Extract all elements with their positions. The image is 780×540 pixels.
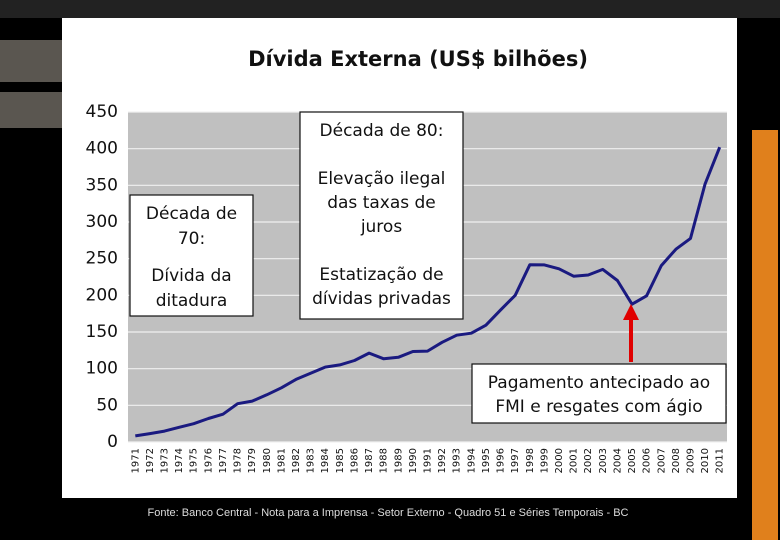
annotation-text: 70:	[178, 229, 205, 249]
x-tick-label: 2007	[656, 448, 667, 473]
y-tick-label: 250	[86, 249, 118, 269]
annotation-box	[129, 194, 254, 317]
x-tick-label: 1977	[218, 448, 229, 473]
x-tick-label: 2001	[569, 448, 580, 473]
x-tick-label: 1987	[364, 448, 375, 473]
x-tick-label: 1985	[335, 448, 346, 473]
x-tick-label: 1979	[247, 448, 258, 473]
x-tick-label: 1994	[466, 448, 477, 473]
y-tick-label: 300	[86, 212, 118, 232]
x-tick-label: 1993	[452, 448, 463, 473]
x-tick-label: 1995	[481, 448, 492, 473]
x-tick-label: 2010	[700, 448, 711, 473]
y-tick-label: 150	[86, 322, 118, 342]
left-block	[0, 92, 62, 128]
annotation-text: das taxas de	[327, 193, 436, 213]
annotation-text: Elevação ilegal	[318, 169, 446, 189]
x-tick-label: 1992	[437, 448, 448, 473]
annotation-box	[299, 111, 464, 320]
arrow-head	[623, 304, 639, 320]
x-tick-label: 1976	[203, 448, 214, 473]
x-tick-label: 2006	[642, 448, 653, 473]
x-tick-label: 1971	[130, 448, 141, 473]
data-line	[135, 146, 722, 438]
x-tick-label: 1983	[306, 448, 317, 473]
annotation-text: Década de 80:	[320, 121, 444, 141]
left-block	[0, 40, 62, 82]
annotation-text: Pagamento antecipado ao	[488, 373, 710, 393]
x-tick-label: 1998	[525, 448, 536, 473]
source-note: Fonte: Banco Central - Nota para a Impre…	[148, 507, 629, 519]
x-tick-label: 2002	[583, 448, 594, 473]
x-tick-label: 2003	[598, 448, 609, 473]
x-tick-label: 1984	[320, 448, 331, 473]
x-tick-label: 1997	[510, 448, 521, 473]
x-tick-label: 2004	[612, 448, 623, 473]
y-tick-label: 350	[86, 175, 118, 195]
top-bar	[0, 0, 780, 18]
annotation-text: dívidas privadas	[312, 289, 451, 309]
x-tick-label: 1973	[160, 448, 171, 473]
annotation-text: FMI e resgates com ágio	[495, 397, 702, 417]
x-tick-label: 2009	[685, 448, 696, 473]
x-tick-label: 1981	[276, 448, 287, 473]
x-tick-label: 1974	[174, 448, 185, 473]
y-tick-label: 50	[96, 395, 118, 415]
x-tick-label: 1986	[349, 448, 360, 473]
x-tick-label: 1989	[393, 448, 404, 473]
y-tick-label: 0	[107, 432, 118, 452]
x-tick-label: 1990	[408, 448, 419, 473]
x-tick-label: 2005	[627, 448, 638, 473]
x-tick-label: 2011	[715, 448, 726, 473]
x-tick-label: 1975	[189, 448, 200, 473]
y-tick-label: 200	[86, 285, 118, 305]
x-tick-label: 2000	[554, 448, 565, 473]
chart-title: Dívida Externa (US$ bilhões)	[248, 47, 588, 71]
x-tick-label: 1988	[379, 448, 390, 473]
y-tick-label: 450	[86, 102, 118, 122]
right-bar	[752, 130, 778, 540]
annotation-text: Dívida da	[151, 266, 231, 286]
x-tick-label: 1972	[145, 448, 156, 473]
x-tick-label: 1991	[423, 448, 434, 473]
x-tick-label: 1980	[262, 448, 273, 473]
x-tick-label: 1999	[539, 448, 550, 473]
x-tick-label: 1978	[233, 448, 244, 473]
annotation-text: juros	[360, 217, 403, 237]
y-tick-label: 100	[86, 359, 118, 379]
annotation-text: Década de	[146, 204, 237, 224]
y-tick-label: 400	[86, 139, 118, 159]
annotation-box	[471, 363, 727, 424]
annotation-text: Estatização de	[319, 265, 443, 285]
x-tick-label: 1982	[291, 448, 302, 473]
x-tick-label: 2008	[671, 448, 682, 473]
annotation-text: ditadura	[156, 291, 228, 311]
x-tick-label: 1996	[496, 448, 507, 473]
